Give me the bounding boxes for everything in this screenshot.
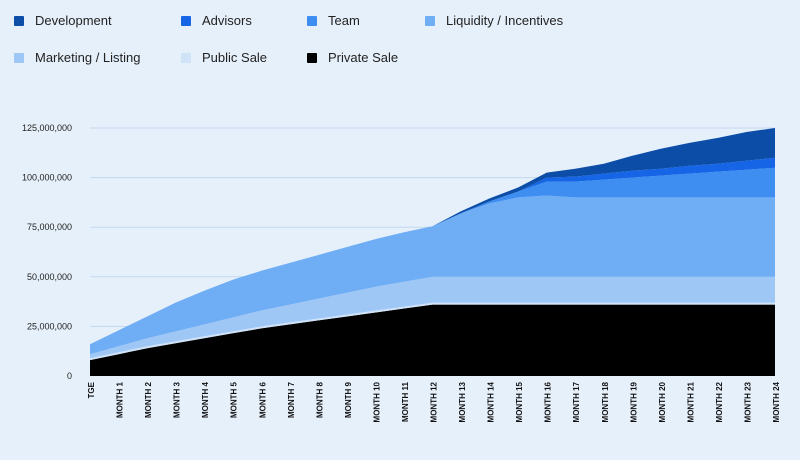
x-tick-label: MONTH 21	[686, 381, 695, 422]
legend-item-advisors: Advisors	[181, 13, 252, 28]
legend-swatch	[307, 52, 317, 63]
x-tick-label: TGE	[87, 381, 96, 398]
legend-label: Public Sale	[202, 50, 268, 65]
x-tick-label: MONTH 12	[430, 381, 439, 422]
legend-swatch	[14, 52, 24, 63]
legend-item-development: Development	[14, 13, 112, 28]
x-tick-label: MONTH 6	[258, 381, 267, 418]
area-team	[90, 167, 775, 345]
x-tick-label: MONTH 10	[372, 381, 381, 422]
x-tick-label: MONTH 4	[201, 381, 210, 418]
x-tick-label: MONTH 2	[144, 381, 153, 418]
x-tick-label: MONTH 19	[629, 381, 638, 422]
x-tick-label: MONTH 18	[601, 381, 610, 422]
y-tick-label: 75,000,000	[27, 222, 72, 232]
legend-label: Team	[328, 13, 360, 28]
x-tick-label: MONTH 8	[315, 381, 324, 418]
legend-label: Advisors	[202, 13, 252, 28]
legend-swatch	[181, 15, 191, 26]
area-private-sale	[90, 304, 775, 376]
legend-item-public-sale: Public Sale	[181, 50, 267, 65]
x-tick-label: MONTH 11	[401, 381, 410, 422]
legend-swatch	[425, 15, 435, 26]
x-tick-label: MONTH 22	[715, 381, 724, 422]
x-tick-label: MONTH 7	[287, 381, 296, 418]
legend-item-liquidity-incentives: Liquidity / Incentives	[425, 13, 563, 28]
legend-label: Development	[35, 13, 112, 28]
x-tick-label: MONTH 20	[658, 381, 667, 422]
x-tick-label: MONTH 13	[458, 381, 467, 422]
y-tick-label: 0	[67, 371, 72, 381]
legend-item-marketing-listing: Marketing / Listing	[14, 50, 141, 65]
x-tick-label: MONTH 1	[116, 381, 125, 418]
y-tick-label: 50,000,000	[27, 272, 72, 282]
area-liquidity-incentives	[90, 195, 775, 355]
legend-item-private-sale: Private Sale	[307, 50, 398, 65]
x-tick-label: MONTH 24	[772, 381, 781, 422]
x-tick-label: MONTH 5	[230, 381, 239, 418]
area-marketing-listing	[90, 276, 775, 359]
legend-label: Marketing / Listing	[35, 50, 141, 65]
x-tick-label: MONTH 9	[344, 381, 353, 418]
legend-item-team: Team	[307, 13, 360, 28]
x-tick-label: MONTH 15	[515, 381, 524, 422]
y-tick-label: 100,000,000	[22, 173, 72, 183]
legend-swatch	[307, 15, 317, 26]
legend-swatch	[14, 15, 24, 26]
x-tick-label: MONTH 16	[544, 381, 553, 422]
x-tick-label: MONTH 3	[173, 381, 182, 418]
x-tick-label: MONTH 17	[572, 381, 581, 422]
x-tick-label: MONTH 23	[743, 381, 752, 422]
y-tick-label: 125,000,000	[22, 123, 72, 133]
legend-swatch	[181, 52, 191, 63]
y-tick-label: 25,000,000	[27, 321, 72, 331]
legend-label: Liquidity / Incentives	[446, 13, 564, 28]
area-development	[90, 128, 775, 345]
x-tick-label: MONTH 14	[487, 381, 496, 422]
legend-label: Private Sale	[328, 50, 399, 65]
chart-legend: Development Advisors Team Liquidity / Incen…	[0, 0, 800, 80]
